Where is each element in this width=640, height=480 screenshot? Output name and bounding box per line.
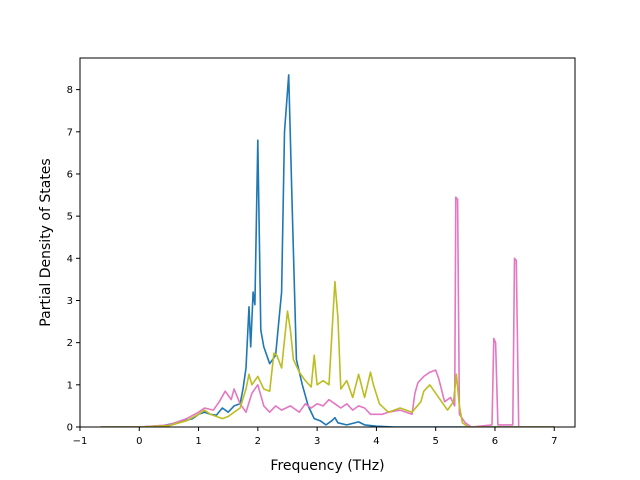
- y-tick-label: 0: [67, 423, 73, 434]
- plot-frame: [79, 57, 576, 428]
- x-tick-label: 3: [314, 436, 320, 447]
- x-tick-label: −1: [73, 436, 88, 447]
- y-tick-label: 8: [67, 85, 73, 96]
- x-tick-label: 2: [255, 436, 261, 447]
- x-axis-ticks: −1 0 1 2 3 4 5 6 7: [73, 427, 557, 447]
- x-tick-label: 7: [551, 436, 557, 447]
- y-tick-label: 3: [67, 296, 73, 307]
- x-axis-label: Frequency (THz): [270, 458, 384, 474]
- x-tick-label: 0: [136, 436, 142, 447]
- x-tick-label: 1: [195, 436, 201, 447]
- x-tick-label: 4: [373, 436, 379, 447]
- y-tick-label: 5: [67, 212, 73, 223]
- y-tick-label: 6: [67, 169, 73, 180]
- x-tick-label: 6: [492, 436, 498, 447]
- y-tick-label: 2: [67, 338, 73, 349]
- y-tick-label: 4: [67, 254, 73, 265]
- x-tick-label: 5: [433, 436, 439, 447]
- y-axis-label: Partial Density of States: [38, 158, 54, 326]
- series-layer: [100, 74, 555, 427]
- series-line-3: [100, 280, 555, 427]
- series-line-1: [100, 74, 555, 427]
- y-axis-ticks: 0 1 2 3 4 5 6 7 8: [67, 85, 80, 434]
- series-line-2: [100, 196, 555, 427]
- y-tick-label: 7: [67, 127, 73, 138]
- y-tick-label: 1: [67, 380, 73, 391]
